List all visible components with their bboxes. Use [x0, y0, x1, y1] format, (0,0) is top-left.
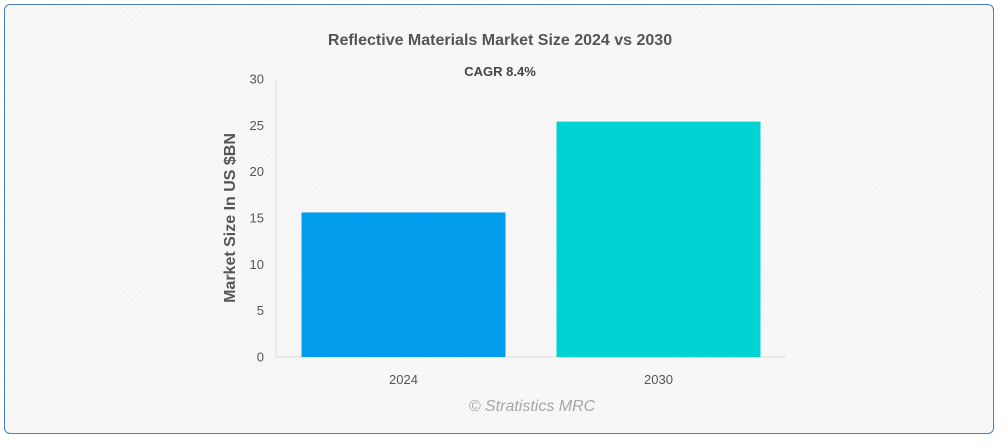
- x-tick-label: 2024: [389, 372, 418, 387]
- bar-2024: [301, 212, 506, 357]
- x-tick-label: 2030: [644, 372, 673, 387]
- y-tick-label: 15: [250, 211, 264, 226]
- y-tick-label: 25: [250, 118, 264, 133]
- y-ticks: 0 5 10 15 20 25 30: [250, 72, 264, 365]
- y-axis-label: Market Size In US $BN: [222, 133, 239, 303]
- y-tick-label: 10: [250, 257, 264, 272]
- watermark: © Stratistics MRC: [469, 398, 596, 415]
- bars: [301, 121, 761, 357]
- y-tick-label: 30: [250, 72, 264, 87]
- chart-title: Reflective Materials Market Size 2024 vs…: [328, 32, 672, 49]
- cagr-annotation: CAGR 8.4%: [464, 64, 536, 79]
- y-tick-label: 0: [257, 350, 264, 365]
- y-tick-label: 20: [250, 164, 264, 179]
- x-ticks: 2024 2030: [389, 372, 673, 387]
- bar-2030: [556, 121, 761, 357]
- y-tick-label: 5: [257, 303, 264, 318]
